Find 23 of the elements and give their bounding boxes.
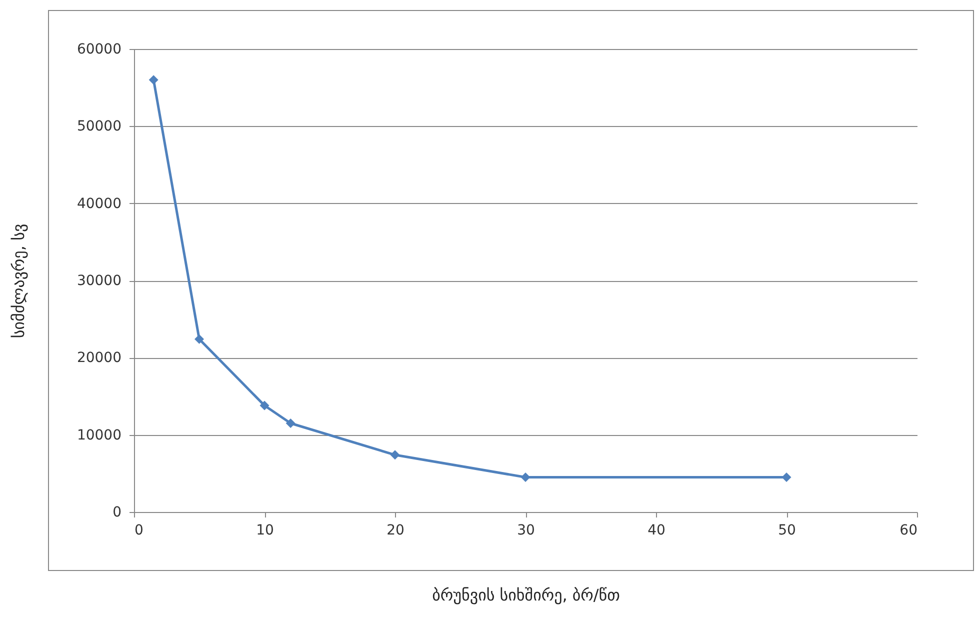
point [286, 418, 296, 428]
y-axis-title: სიმძლავრე, სვ [8, 224, 28, 338]
point [260, 400, 270, 410]
point [148, 75, 158, 85]
point [520, 472, 530, 482]
x-tick-label: 0 [134, 522, 144, 538]
point [782, 472, 792, 482]
y-tick-label: 10000 [76, 427, 122, 444]
y-tick-label: 20000 [76, 350, 122, 366]
x-tick-label: 30 [517, 522, 535, 538]
x-tick-label: 60 [900, 522, 918, 538]
point [194, 334, 204, 344]
x-tick-label: 50 [778, 522, 796, 538]
point [390, 450, 400, 460]
y-tick-label: 50000 [76, 118, 122, 135]
x-tick-label: 20 [386, 522, 404, 538]
x-axis-title: ბრუნვის სიხშირე, ბრ/წთ [432, 586, 620, 604]
y-tick-label: 0 [112, 504, 122, 520]
x-tick-label: 40 [648, 522, 666, 538]
y-tick-label: 40000 [76, 196, 122, 212]
x-tick-label: 10 [256, 522, 274, 538]
y-tick-label: 30000 [76, 273, 122, 289]
y-tick-label: 60000 [76, 42, 122, 58]
